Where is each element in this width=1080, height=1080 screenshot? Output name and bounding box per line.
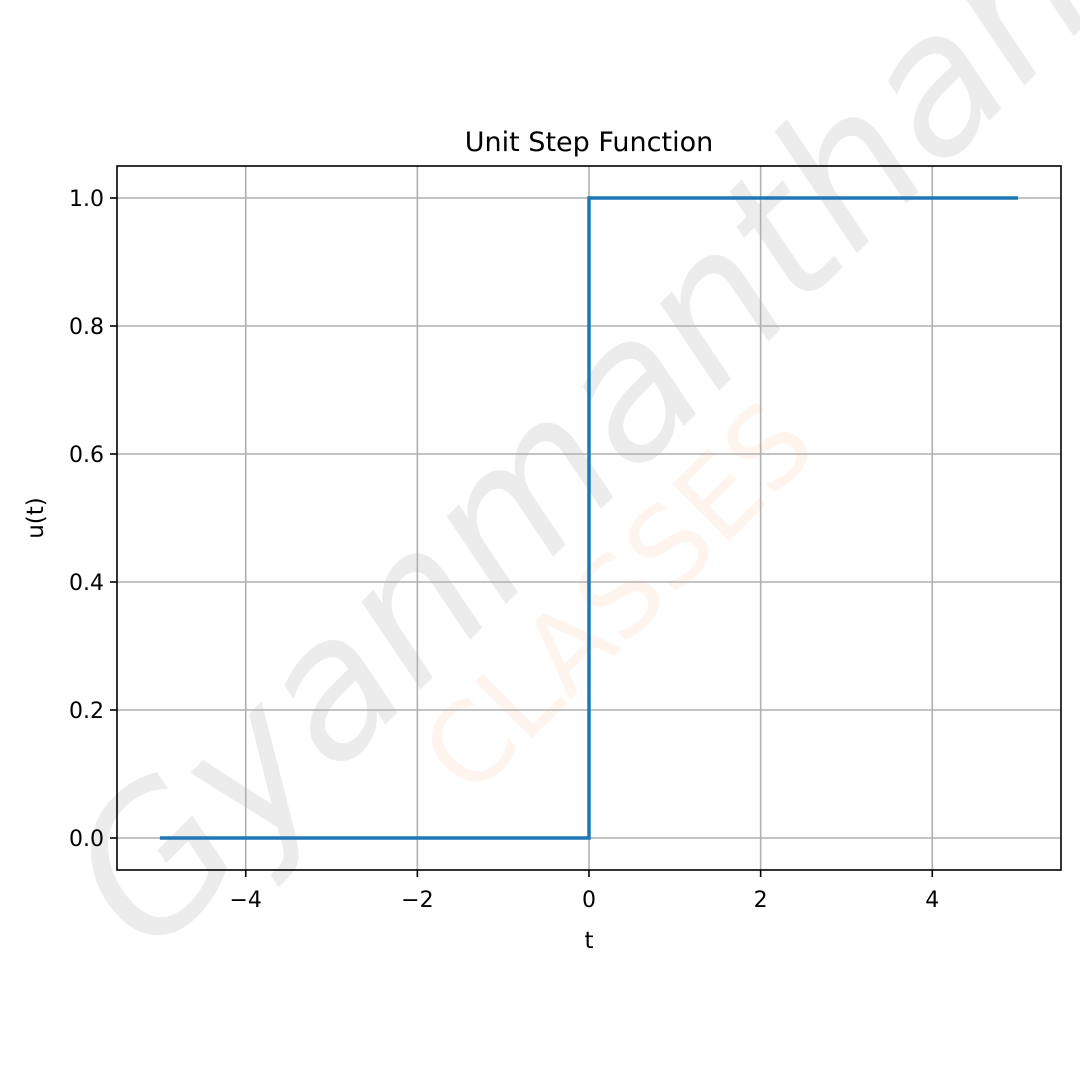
y-tick-label: 0.0	[69, 827, 104, 852]
y-tick-label: 1.0	[69, 187, 104, 212]
x-tick-label: 0	[582, 888, 596, 913]
x-axis-label: t	[584, 928, 593, 954]
x-tick-label: −4	[230, 888, 262, 913]
y-tick-label: 0.6	[69, 443, 104, 468]
x-tick-label: 2	[754, 888, 768, 913]
x-tick-label: −2	[401, 888, 433, 913]
x-tick-label: 4	[925, 888, 939, 913]
chart-title: Unit Step Function	[465, 127, 713, 158]
step-line	[159, 196, 1019, 840]
y-tick-label: 0.4	[69, 571, 104, 596]
y-tick-label: 0.2	[69, 699, 104, 724]
y-tick-label: 0.8	[69, 315, 104, 340]
ticks: −4 −2 0 2 4 0.0 0.2 0.4 0.6 0.8 1.0	[69, 187, 939, 913]
y-axis-label: u(t)	[23, 497, 49, 539]
series	[159, 196, 1019, 840]
